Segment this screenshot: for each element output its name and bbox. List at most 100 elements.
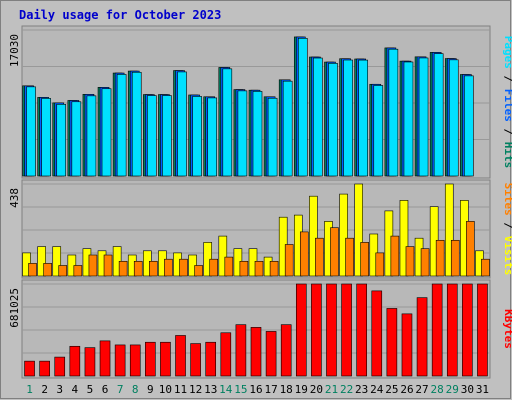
x-tick-label-1: 1 (26, 383, 33, 396)
bar-sites-day-11 (179, 258, 188, 277)
bar-kbytes-day-19 (295, 283, 307, 377)
bar-pages-day-13 (207, 97, 218, 177)
bar-kbytes-day-7 (114, 344, 126, 377)
x-tick-label-29: 29 (446, 383, 459, 396)
bar-kbytes-day-17 (265, 331, 277, 377)
bar-kbytes-day-25 (386, 308, 398, 377)
x-tick-label-4: 4 (72, 383, 79, 396)
x-tick-label-3: 3 (56, 383, 63, 396)
bar-pages-day-18 (282, 80, 293, 177)
bar-pages-day-2 (41, 98, 51, 177)
bar-pages-day-24 (373, 85, 384, 177)
bar-pages-day-30 (464, 75, 474, 177)
bar-visits-day-3 (52, 246, 62, 277)
bar-pages-day-26 (403, 61, 414, 177)
panel-mid: 438 Sites / Visits (8, 179, 512, 279)
bar-sites-day-29 (450, 239, 460, 277)
bar-visits-day-29 (444, 183, 454, 277)
bar-kbytes-day-29 (446, 283, 458, 377)
bar-sites-day-1 (28, 263, 37, 277)
panel-mid-legend: Sites / Visits (502, 183, 512, 276)
bar-pages-day-19 (297, 38, 308, 177)
x-tick-label-16: 16 (249, 383, 262, 396)
bar-sites-day-16 (254, 260, 264, 277)
bar-kbytes-day-4 (69, 345, 81, 377)
x-tick-label-18: 18 (280, 383, 293, 396)
legend-text-2: Files (502, 89, 512, 122)
bar-sites-day-18 (284, 244, 294, 277)
x-tick-label-11: 11 (174, 383, 187, 396)
chart-panels: 17030 Pages / Files / Hits 438 Sites / Visi… (8, 25, 512, 379)
bar-pages-day-7 (116, 74, 127, 177)
bar-pages-day-11 (177, 71, 187, 177)
bar-pages-day-20 (313, 57, 323, 177)
bar-pages-day-28 (433, 53, 444, 177)
bar-pages-day-5 (86, 95, 97, 177)
x-tick-label-20: 20 (310, 383, 323, 396)
bar-sites-day-14 (224, 256, 234, 277)
bar-visits-day-23 (354, 183, 363, 277)
bar-visits-day-20 (309, 195, 318, 277)
bar-kbytes-day-6 (99, 340, 111, 377)
bar-kbytes-day-24 (371, 290, 383, 377)
x-tick-label-23: 23 (355, 383, 368, 396)
bar-sites-day-30 (466, 221, 475, 277)
bar-sites-day-5 (88, 254, 98, 277)
x-tick-label-2: 2 (41, 383, 48, 396)
bar-sites-day-15 (239, 260, 249, 277)
bar-kbytes-day-21 (326, 283, 337, 377)
bar-pages-day-8 (131, 71, 142, 177)
bar-kbytes-day-18 (280, 324, 292, 377)
x-tick-label-12: 12 (189, 383, 202, 396)
bar-sites-day-6 (103, 254, 113, 277)
bar-visits-day-14 (218, 235, 228, 277)
x-tick-label-17: 17 (264, 383, 277, 396)
bar-sites-day-10 (164, 258, 173, 277)
bar-sites-day-12 (194, 265, 203, 277)
bar-pages-day-4 (71, 101, 82, 177)
bar-sites-day-21 (330, 227, 339, 277)
bar-kbytes-day-14 (220, 332, 232, 377)
bar-kbytes-day-2 (39, 360, 50, 377)
bar-sites-day-28 (435, 239, 445, 277)
bar-pages-day-21 (328, 63, 338, 177)
x-tick-label-21: 21 (325, 383, 338, 396)
x-tick-label-7: 7 (117, 383, 124, 396)
bar-pages-day-15 (237, 90, 248, 177)
legend-text-0: Pages (502, 36, 512, 69)
bar-sites-day-2 (43, 263, 52, 277)
bar-sites-day-24 (375, 252, 385, 277)
bar-pages-day-22 (343, 59, 353, 177)
x-tick-label-26: 26 (400, 383, 413, 396)
bar-pages-day-6 (101, 88, 112, 177)
x-tick-label-22: 22 (340, 383, 353, 396)
bar-kbytes-day-30 (462, 283, 473, 377)
bar-kbytes-day-3 (54, 356, 66, 377)
bar-pages-day-27 (418, 57, 429, 177)
bar-kbytes-day-1 (24, 360, 35, 377)
x-tick-label-13: 13 (204, 383, 217, 396)
bar-kbytes-day-20 (311, 283, 322, 377)
bar-sites-day-31 (481, 258, 490, 277)
legend-text-2: Visits (502, 236, 512, 276)
panel-mid-max-label: 438 (8, 188, 21, 208)
bar-sites-day-13 (209, 258, 219, 277)
legend-text-0: KBytes (502, 309, 512, 349)
bar-kbytes-day-28 (431, 283, 443, 377)
bar-sites-day-8 (133, 260, 143, 277)
x-tick-label-31: 31 (476, 383, 489, 396)
bar-pages-day-14 (222, 68, 233, 177)
legend-text-1: / (502, 216, 512, 236)
x-tick-label-15: 15 (234, 383, 247, 396)
bar-kbytes-day-9 (145, 341, 156, 377)
bar-pages-day-3 (56, 104, 67, 177)
bar-pages-day-17 (267, 97, 278, 177)
bar-visits-day-2 (37, 246, 46, 277)
bar-pages-day-25 (388, 48, 399, 177)
bar-visits-day-22 (339, 193, 348, 277)
bar-kbytes-day-5 (84, 347, 96, 377)
x-tick-label-28: 28 (431, 383, 444, 396)
bar-kbytes-day-8 (129, 344, 141, 377)
